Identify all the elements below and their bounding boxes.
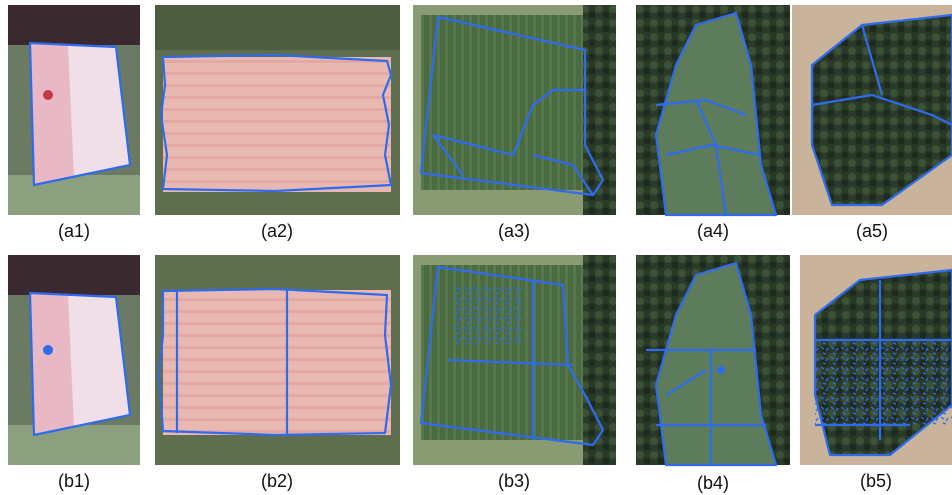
panel-label: (b1) — [58, 471, 90, 491]
panel-label: (a5) — [856, 221, 888, 241]
panel-a3 — [413, 5, 616, 215]
panel-label: (b3) — [498, 471, 530, 491]
panel-label: (a2) — [261, 221, 293, 241]
panel-b4 — [636, 255, 790, 465]
panel-b5 — [800, 255, 952, 465]
panel-a4 — [636, 5, 790, 215]
panel-label: (b5) — [860, 471, 892, 491]
panel-label: (a3) — [498, 221, 530, 241]
panel-b1 — [8, 255, 140, 465]
panel-label: (a1) — [58, 221, 90, 241]
panel-label: (a4) — [697, 221, 729, 241]
panel-a5 — [792, 5, 952, 215]
panel-label: (b2) — [261, 471, 293, 491]
panel-a1 — [8, 5, 140, 215]
panel-b3 — [413, 255, 616, 465]
figure: (a1) (a2) (a3) (a4) (a5) (b1) (b2) (b3) … — [0, 0, 952, 495]
panel-a2 — [155, 5, 400, 215]
panel-b2 — [155, 255, 400, 465]
panel-label: (b4) — [697, 473, 729, 493]
